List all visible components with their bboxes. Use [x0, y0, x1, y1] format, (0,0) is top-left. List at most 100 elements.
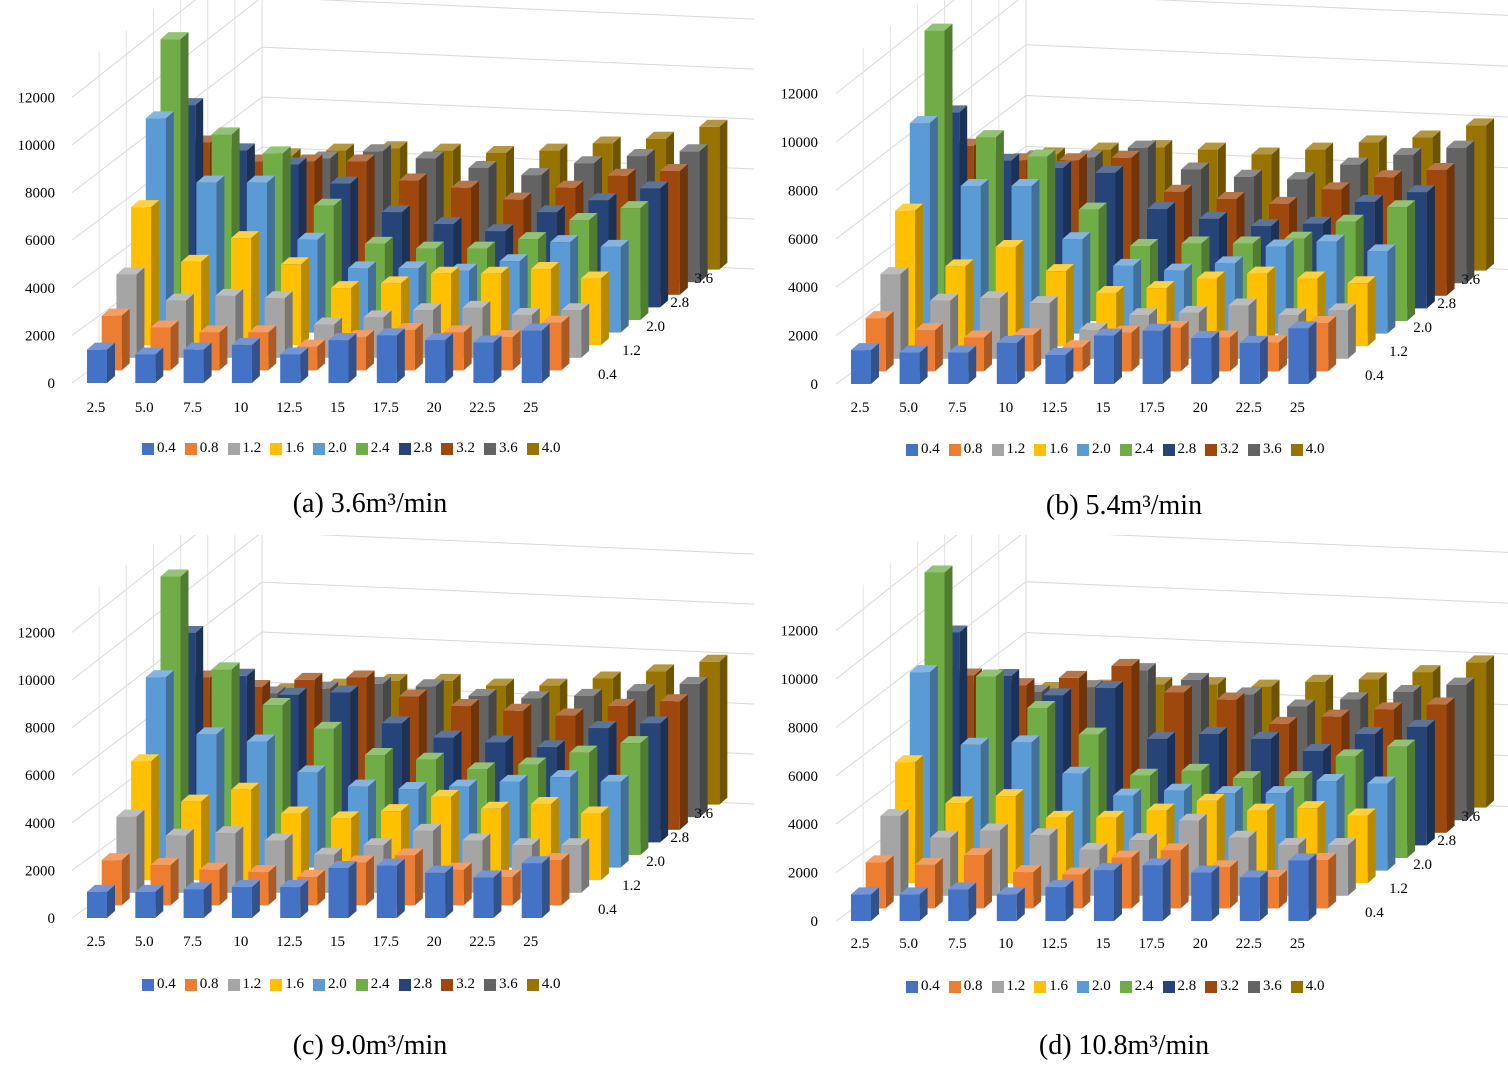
legend-swatch — [355, 442, 368, 455]
depth-tick-label: 3.6 — [1461, 809, 1480, 825]
x-tick-label: 25 — [523, 400, 538, 416]
bar-side — [151, 754, 160, 881]
legend-item: 2.8 — [1162, 978, 1196, 995]
legend-label: 4.0 — [541, 976, 561, 992]
bar-side — [1367, 808, 1376, 884]
bar-top — [278, 687, 307, 695]
bar-top — [1406, 719, 1435, 727]
bar-side — [968, 345, 977, 384]
bar-side — [950, 830, 959, 896]
grid-line — [261, 581, 754, 605]
bar-0.4-5.0 — [135, 347, 164, 383]
x-tick-label: 15 — [330, 934, 345, 950]
bar-top — [160, 32, 189, 40]
legend-label: 2.0 — [328, 440, 347, 456]
legend-item: 2.4 — [355, 440, 390, 457]
legend-swatch — [441, 978, 454, 991]
depth-tick-label: 2.8 — [1437, 833, 1456, 849]
bar-side — [581, 303, 590, 358]
legend-item: 2.8 — [1162, 441, 1196, 458]
bar-side — [1033, 865, 1042, 909]
bar-front — [1239, 877, 1260, 921]
bar-top — [145, 111, 174, 119]
bar-side — [251, 880, 260, 918]
legend-swatch — [1077, 980, 1089, 993]
bar-top — [979, 823, 1008, 831]
chart-panel-d: 0 2000 4000 6000 8000 10000 12000 2.5 5.0 7.5 10 12… — [754, 535, 1508, 1070]
bar-side — [699, 676, 708, 818]
bar-top — [1164, 783, 1192, 791]
bar-top — [468, 160, 497, 168]
bar-side — [541, 323, 550, 383]
bar-top — [626, 684, 655, 692]
bar-side — [660, 181, 669, 308]
bar-top — [1142, 323, 1171, 331]
chart-caption-c: (c) 9.0m³/min — [292, 1030, 448, 1061]
bar-top — [530, 797, 559, 805]
bar-side — [1065, 264, 1074, 347]
bar-front — [425, 872, 446, 918]
bar-top — [914, 857, 943, 865]
bar-top — [467, 762, 496, 770]
bar-top — [1216, 692, 1245, 700]
bar-side — [679, 164, 688, 295]
bar-top — [1347, 276, 1376, 284]
bar-top — [314, 847, 343, 855]
bar-front — [899, 894, 920, 921]
bar-side — [561, 315, 570, 371]
bar-top — [432, 673, 461, 681]
bar-top — [415, 679, 444, 687]
bar-side — [1065, 810, 1074, 884]
bar-top — [1062, 766, 1091, 774]
bar-front — [473, 342, 494, 383]
grid-line — [1025, 581, 1508, 604]
x-tick-label: 15 — [1096, 400, 1111, 416]
bar-top — [1095, 165, 1124, 173]
bar-top — [473, 335, 502, 343]
grid-line — [71, 0, 196, 98]
bar-side — [968, 882, 977, 921]
legend-swatch — [484, 978, 496, 991]
bar-top — [1374, 702, 1403, 710]
bar-side — [660, 716, 669, 843]
legend-label: 1.6 — [285, 440, 304, 456]
bar-top — [503, 192, 532, 200]
bar-top — [640, 716, 669, 724]
bar-side — [445, 333, 454, 383]
chart-legend-a: 0.4 0.8 1.2 1.6 2.0 2.4 2.8 3.2 3.6 4.0 — [142, 440, 570, 457]
legend-label: 3.6 — [1263, 441, 1282, 457]
x-tick-label: 10 — [998, 936, 1013, 952]
bar-side — [414, 848, 423, 906]
bar-side — [1065, 880, 1074, 921]
bar-2.0-25 — [600, 774, 629, 868]
bar-top — [499, 774, 528, 782]
bar-top — [346, 154, 375, 162]
legend-label: 1.6 — [285, 976, 304, 992]
legend-swatch — [1162, 443, 1175, 456]
bar-top — [1247, 266, 1276, 274]
grid-line — [261, 46, 754, 70]
legend-item: 3.6 — [484, 440, 518, 457]
bar-top — [1446, 677, 1475, 685]
bar-top — [264, 833, 293, 841]
x-tick-label: 20 — [427, 934, 442, 950]
bar-side — [136, 267, 145, 358]
bar-top — [1209, 860, 1238, 868]
bar-front — [1142, 330, 1163, 384]
legend-label: 2.4 — [1134, 441, 1154, 457]
bar-side — [1162, 323, 1171, 384]
bar-top — [1142, 858, 1171, 866]
bar-top — [530, 262, 559, 270]
bar-top — [569, 745, 598, 753]
legend-item: 0.8 — [184, 440, 219, 457]
legend-item: 2.8 — [398, 976, 432, 993]
bar-side — [185, 293, 194, 358]
bar-side — [1426, 719, 1435, 846]
bar-top — [1426, 697, 1455, 705]
bar-top — [328, 861, 357, 869]
y-tick-label: 12000 — [18, 625, 56, 641]
bar-front — [280, 354, 301, 383]
bar-top — [1062, 867, 1091, 875]
bar-top — [600, 774, 629, 782]
x-tick-label: 17.5 — [1138, 400, 1164, 416]
